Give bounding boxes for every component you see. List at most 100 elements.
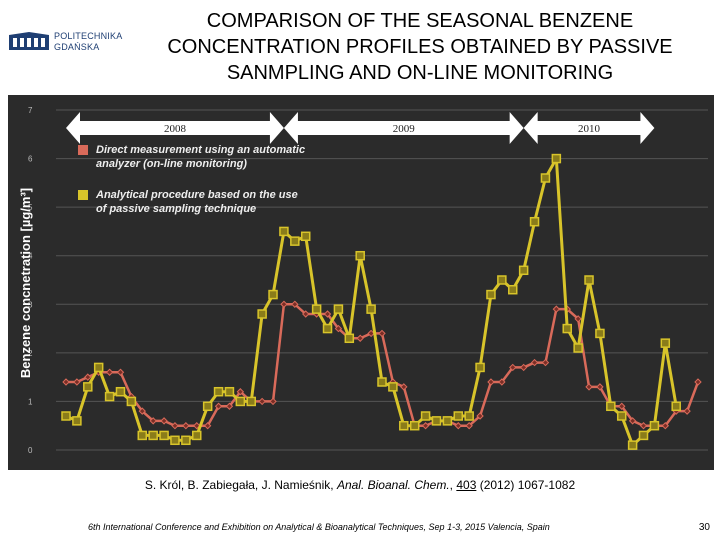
legend-item: Direct measurement using an automatic ana… [78,144,305,170]
period-arrow-2009: 2009 [283,112,524,144]
data-point [377,377,387,387]
y-tick-label: 5 [28,203,33,212]
data-point [671,401,681,412]
chart-svg: 0 1 2 3 4 5 6 7 2008 2009 2010 Direct measurement… [18,106,708,455]
data-point [280,300,288,308]
data-point [464,411,474,421]
data-point [115,386,126,397]
data-point [487,378,495,386]
chart-grid [56,109,708,451]
data-point [203,422,212,430]
data-point [137,430,148,441]
data-point [638,430,649,441]
legend-swatch [78,190,88,200]
data-point [541,358,550,367]
y-tick-label: 6 [28,155,33,164]
data-point [333,304,344,314]
period-label: 2009 [393,123,416,135]
citation-volume: 403 [456,478,477,492]
data-point [300,231,311,242]
data-point [83,382,93,392]
data-point [159,430,169,441]
data-point [660,338,671,348]
university-logo: POLITECHNIKA GDAŃSKA [8,30,126,54]
data-point [72,416,82,426]
data-point [540,173,551,183]
period-label: 2010 [578,123,601,135]
data-point [322,323,333,334]
citation-separator: , [449,478,457,492]
y-tick-label: 1 [28,397,33,406]
data-point [465,422,473,430]
data-point [639,422,648,430]
data-point [400,383,408,391]
data-point [519,363,528,372]
page-number: 30 [698,522,710,533]
legend-swatch [78,145,88,155]
data-point [84,373,92,381]
data-point [62,378,70,386]
data-point [431,416,442,426]
data-point [529,216,540,227]
data-point [171,422,179,430]
data-point [606,401,616,412]
data-point [518,265,529,276]
data-point [302,310,310,318]
period-arrow-2008: 2008 [66,112,284,144]
data-point [454,422,462,430]
data-point [236,388,245,396]
data-point [311,304,322,314]
data-point [279,226,289,237]
data-point [73,378,81,386]
period-arrows: 2008 2009 2010 [66,112,655,144]
data-point [202,401,213,412]
conference-footer: 6th International Conference and Exhibit… [88,522,550,532]
data-point [509,363,517,372]
data-point [182,422,190,430]
y-axis-ticks: 0 1 2 3 4 5 6 7 [28,106,33,455]
data-point [628,417,637,425]
data-point [508,284,518,295]
data-point [116,368,125,376]
data-point [148,430,158,441]
y-tick-label: 4 [28,252,33,261]
data-point [235,396,246,407]
data-point [552,305,561,313]
data-point [649,420,660,431]
period-label: 2008 [164,123,187,135]
data-point [356,334,364,342]
logo-text: POLITECHNIKA GDAŃSKA [54,31,122,53]
y-tick-label: 3 [28,300,33,309]
data-point [224,386,235,397]
legend-item: Analytical procedure based on the use of … [78,189,298,215]
data-point [268,289,278,300]
data-point [246,396,256,407]
data-point [694,378,702,386]
data-point [486,289,496,300]
data-point [399,420,409,431]
data-point [61,411,71,421]
citation-rest: (2012) 1067-1082 [476,478,576,492]
citation-journal: Anal. Bioanal. Chem. [336,478,450,492]
data-point [257,309,267,319]
data-point [573,343,583,353]
citation: S. Król, B. Zabiegała, J. Namieśnik, Ana… [0,478,720,492]
data-point [160,417,168,425]
data-point [378,329,386,338]
data-point [138,407,146,415]
data-point [596,383,604,391]
y-tick-label: 0 [28,446,33,455]
period-arrow-2010: 2010 [523,112,655,144]
title-line2: CONCENTRATION PROFILES OBTAINED BY PASSI… [167,36,673,58]
data-point [291,300,299,308]
data-point [421,422,430,430]
data-point [627,440,638,450]
data-point [105,368,114,376]
data-point [126,396,137,407]
data-point [584,275,594,285]
legend-label: Direct measurement using an automatic [96,144,305,156]
data-point [409,420,420,431]
page-title: COMPARISON OF THE SEASONAL BENZENE CONCE… [126,8,714,86]
data-point [355,250,365,261]
citation-authors: S. Król, B. Zabiegała, J. Namieśnik, [144,478,337,492]
